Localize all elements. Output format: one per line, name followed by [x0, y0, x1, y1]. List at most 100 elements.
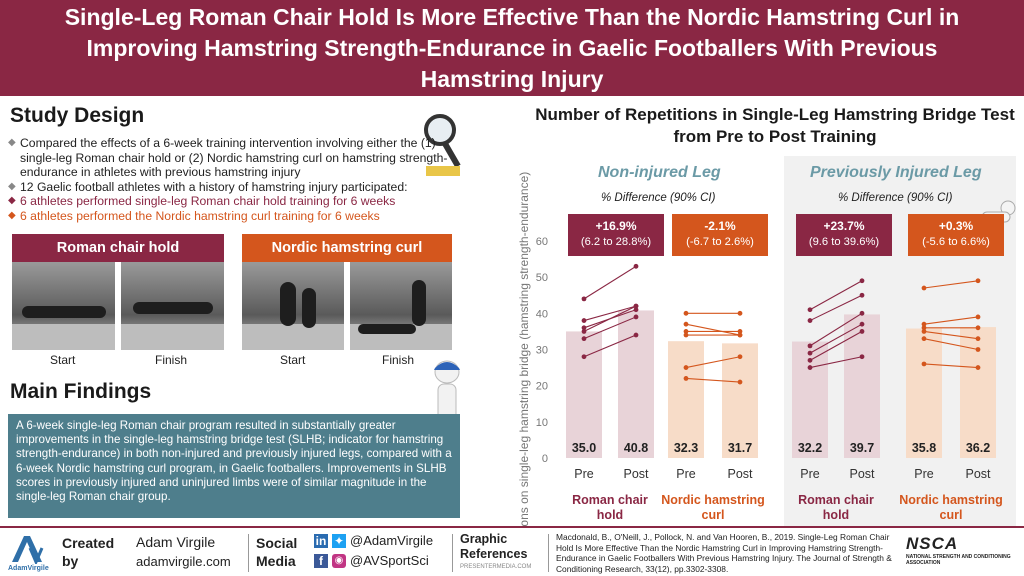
- social-media-label: Social Media: [256, 535, 298, 569]
- diff-ci: (-5.6 to 6.6%): [922, 236, 990, 248]
- individual-point: [807, 343, 813, 349]
- individual-point: [581, 354, 587, 360]
- bar: [618, 310, 654, 458]
- panel-subtitle-non-injured: % Difference (90% CI): [601, 192, 716, 204]
- footer: AdamVirgile Created by Adam Virgile adam…: [0, 526, 1024, 576]
- author-name: Adam Virgile: [136, 534, 216, 550]
- individual-point: [807, 318, 813, 323]
- individual-line: [923, 316, 979, 325]
- individual-point: [921, 336, 927, 342]
- bar-value-label: 32.2: [798, 441, 822, 455]
- bullet-item: 6 athletes performed the Nordic hamstrin…: [8, 209, 468, 224]
- bullet-item: 12 Gaelic football athletes with a histo…: [8, 180, 468, 195]
- chart-title: Number of Repetitions in Single-Leg Hams…: [535, 105, 1015, 146]
- individual-point: [859, 310, 865, 316]
- nsca-title: NSCA: [906, 534, 959, 553]
- diff-box-nordic-injured: +0.3% (-5.6 to 6.6%): [908, 214, 1004, 256]
- individual-line: [583, 309, 637, 329]
- linkedin-icon[interactable]: in: [314, 534, 328, 548]
- individual-point: [633, 332, 639, 338]
- created-by-label: Created by: [62, 535, 115, 569]
- page-title: Single-Leg Roman Chair Hold Is More Effe…: [64, 3, 960, 92]
- individual-point: [633, 307, 639, 313]
- individual-point: [581, 318, 587, 323]
- group-label: Nordic hamstring: [899, 493, 1003, 507]
- instagram-icon[interactable]: ◉: [332, 554, 346, 568]
- individual-line: [809, 330, 863, 361]
- individual-point: [921, 285, 927, 291]
- y-tick-label: 30: [536, 345, 548, 357]
- twitter-icon[interactable]: ✦: [332, 534, 346, 548]
- bar: [668, 341, 704, 458]
- roman-chair-start-photo: [12, 262, 115, 350]
- individual-line: [809, 312, 863, 347]
- x-tick-label: Pre: [676, 467, 696, 481]
- individual-point: [633, 314, 639, 320]
- graphic-references-label: Graphic References: [460, 532, 528, 561]
- individual-point: [859, 354, 865, 360]
- bullet-item: Compared the effects of a 6-week trainin…: [8, 136, 468, 180]
- bar-value-label: 31.7: [728, 441, 752, 455]
- x-tick-label: Pre: [800, 467, 820, 481]
- diff-box-nordic-non-injured: -2.1% (-6.7 to 2.6%): [672, 214, 768, 256]
- x-tick-label: Post: [623, 467, 649, 481]
- individual-line: [809, 323, 863, 354]
- photo-label-finish: Finish: [155, 353, 188, 367]
- bar: [906, 328, 942, 458]
- x-tick-label: Post: [965, 467, 991, 481]
- social-handle[interactable]: @AVSportSci: [350, 553, 429, 568]
- facebook-icon[interactable]: f: [314, 554, 328, 568]
- group-label: hold: [597, 508, 623, 522]
- roman-chair-header: Roman chair hold: [12, 234, 224, 262]
- individual-point: [683, 321, 689, 327]
- diff-value: +16.9%: [595, 219, 637, 233]
- panel-subtitle-injured: % Difference (90% CI): [838, 192, 953, 204]
- author-website: adamvirgile.com: [136, 554, 231, 569]
- individual-point: [683, 310, 689, 316]
- social-handle[interactable]: @AdamVirgile: [350, 533, 434, 548]
- photo-label-start: Start: [50, 353, 76, 367]
- individual-point: [975, 314, 981, 320]
- left-column: Study Design Compared the effects of a 6…: [0, 96, 470, 526]
- nordic-curl-header: Nordic hamstring curl: [242, 234, 452, 262]
- individual-line: [583, 316, 637, 340]
- panel-title-injured: Previously Injured Leg: [810, 164, 982, 181]
- study-design-heading: Study Design: [10, 104, 145, 127]
- diff-box-roman-injured: +23.7% (9.6 to 39.6%): [796, 214, 892, 256]
- person-illustration-icon: [434, 360, 460, 423]
- individual-line: [923, 338, 979, 351]
- nsca-subtitle: NATIONAL STRENGTH AND CONDITIONING ASSOC…: [906, 554, 1011, 566]
- bar-value-label: 35.8: [912, 441, 936, 455]
- individual-point: [975, 278, 981, 284]
- y-tick-label: 50: [536, 272, 548, 284]
- individual-line: [809, 356, 863, 369]
- individual-line: [583, 305, 637, 322]
- photo-label-start: Start: [280, 353, 306, 367]
- individual-point: [859, 321, 865, 327]
- individual-point: [859, 292, 865, 298]
- individual-point: [807, 350, 813, 356]
- individual-point: [807, 357, 813, 363]
- individual-line: [685, 323, 741, 336]
- individual-point: [737, 332, 743, 338]
- diff-value: -2.1%: [704, 219, 736, 233]
- individual-point: [581, 296, 587, 302]
- individual-point: [737, 329, 743, 334]
- panel-title-non-injured: Non-injured Leg: [598, 164, 721, 181]
- divider: [452, 534, 453, 572]
- individual-point: [737, 379, 743, 385]
- individual-point: [581, 336, 587, 342]
- x-tick-label: Post: [727, 467, 753, 481]
- individual-point: [975, 336, 981, 342]
- individual-point: [633, 303, 639, 309]
- right-column: Number of Repetitions in Single-Leg Hams…: [470, 96, 1024, 526]
- diff-box-roman-non-injured: +16.9% (6.2 to 28.8%): [568, 214, 664, 256]
- y-tick-label: 0: [542, 453, 548, 465]
- x-tick-label: Pre: [574, 467, 594, 481]
- individual-line: [583, 265, 637, 300]
- individual-line: [685, 377, 741, 383]
- individual-line: [809, 294, 863, 322]
- individual-point: [683, 365, 689, 370]
- individual-point: [859, 278, 865, 284]
- diff-ci: (6.2 to 28.8%): [580, 236, 652, 248]
